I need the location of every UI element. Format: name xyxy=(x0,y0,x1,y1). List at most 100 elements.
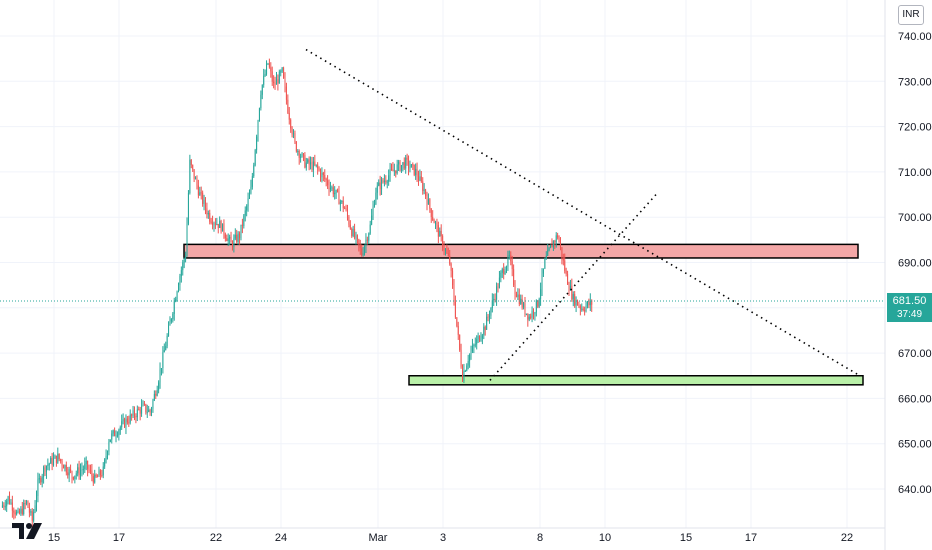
candle-body xyxy=(416,168,418,177)
candle-body xyxy=(199,192,201,196)
candle-body xyxy=(11,502,13,511)
candle-body xyxy=(473,345,475,347)
candle-body xyxy=(131,414,133,416)
price-axis[interactable]: 740.00730.00720.00710.00700.00690.00680.… xyxy=(898,31,932,496)
candle-body xyxy=(544,259,546,269)
candle-body xyxy=(180,270,182,277)
candle-body xyxy=(160,368,162,370)
candle-body xyxy=(321,172,323,178)
candle-body xyxy=(565,270,567,274)
candle-body xyxy=(298,151,300,158)
candle-body xyxy=(538,298,540,307)
candle-body xyxy=(398,161,400,165)
candle-body xyxy=(578,305,580,307)
candle-body xyxy=(385,180,387,183)
candle-body xyxy=(27,500,29,508)
candle-body xyxy=(97,476,99,478)
candle-body xyxy=(530,316,532,318)
candle-body xyxy=(155,393,157,396)
candle-body xyxy=(349,224,351,229)
candle-body xyxy=(107,451,108,456)
candle-body xyxy=(464,370,466,372)
candle-body xyxy=(315,164,317,166)
candle-body xyxy=(568,284,570,291)
candle-body xyxy=(369,224,371,234)
candle-body xyxy=(136,409,138,418)
grid xyxy=(0,0,886,550)
candle-body xyxy=(166,335,168,347)
candle-body xyxy=(300,156,302,158)
candle-body xyxy=(345,208,347,210)
candle-body xyxy=(207,212,209,215)
candle-body xyxy=(442,235,444,248)
candle-body xyxy=(436,222,438,226)
resistance-zone[interactable] xyxy=(183,243,859,259)
candle-body xyxy=(351,228,353,236)
candle-body xyxy=(311,162,313,171)
candle-body xyxy=(364,246,366,254)
candle-body xyxy=(101,475,103,477)
support-zone[interactable] xyxy=(408,375,864,386)
candle-body xyxy=(227,238,229,242)
candle-body xyxy=(557,235,559,238)
candle-body xyxy=(237,233,239,242)
candle-body xyxy=(308,159,310,165)
candle-body xyxy=(507,255,509,267)
candle-body xyxy=(559,242,561,248)
tradingview-logo-icon[interactable] xyxy=(10,520,44,542)
y-tick-label: 650.00 xyxy=(898,439,932,451)
candle-body xyxy=(386,181,388,183)
candle-body xyxy=(476,339,478,345)
candle-body xyxy=(435,222,437,224)
candle-body xyxy=(469,354,471,362)
x-tick-label: 8 xyxy=(537,532,543,544)
candle-body xyxy=(362,253,364,256)
candle-body xyxy=(383,180,385,182)
candle-body xyxy=(251,176,253,187)
y-tick-label: 660.00 xyxy=(898,393,932,405)
candle-body xyxy=(379,182,381,190)
candle-body xyxy=(40,478,42,483)
candle-body xyxy=(203,199,205,204)
time-axis[interactable]: 15 17 22 24 Mar 3 8 10 15 17 22 xyxy=(48,532,853,544)
candle-body xyxy=(415,168,417,175)
candle-body xyxy=(440,230,442,236)
candle-body xyxy=(124,419,126,428)
candle-body xyxy=(341,200,343,202)
candle-body xyxy=(494,298,496,300)
candle-body xyxy=(493,298,495,301)
candle-body xyxy=(514,285,516,294)
candle-body xyxy=(149,409,151,413)
candle-body xyxy=(497,286,499,288)
candle-body xyxy=(312,161,314,171)
candle-body xyxy=(217,223,219,228)
candle-body xyxy=(67,472,69,476)
candle-body xyxy=(342,200,344,209)
candle-body xyxy=(230,236,232,243)
candle-body xyxy=(148,409,150,412)
candle-body xyxy=(459,334,461,350)
candle-body xyxy=(21,508,23,514)
levels xyxy=(183,243,864,386)
candle-body xyxy=(555,235,557,243)
candle-body xyxy=(410,164,412,168)
candle-body xyxy=(391,169,392,171)
candle-body xyxy=(322,172,324,175)
candle-body xyxy=(241,224,243,227)
candle-body xyxy=(80,469,82,476)
candle-body xyxy=(389,169,391,176)
candle-body xyxy=(498,277,500,288)
candle-body xyxy=(542,268,544,274)
candle-body xyxy=(92,476,94,483)
candle-body xyxy=(381,179,383,190)
candle-body xyxy=(271,71,273,82)
candle-body xyxy=(466,365,468,371)
candle-body xyxy=(452,270,454,286)
candle-body xyxy=(376,185,378,193)
candle-body xyxy=(551,244,553,248)
currency-label[interactable]: INR xyxy=(898,5,924,25)
descending-trendline[interactable] xyxy=(305,48,861,377)
candle-body xyxy=(88,469,90,471)
candle-body xyxy=(588,301,590,306)
